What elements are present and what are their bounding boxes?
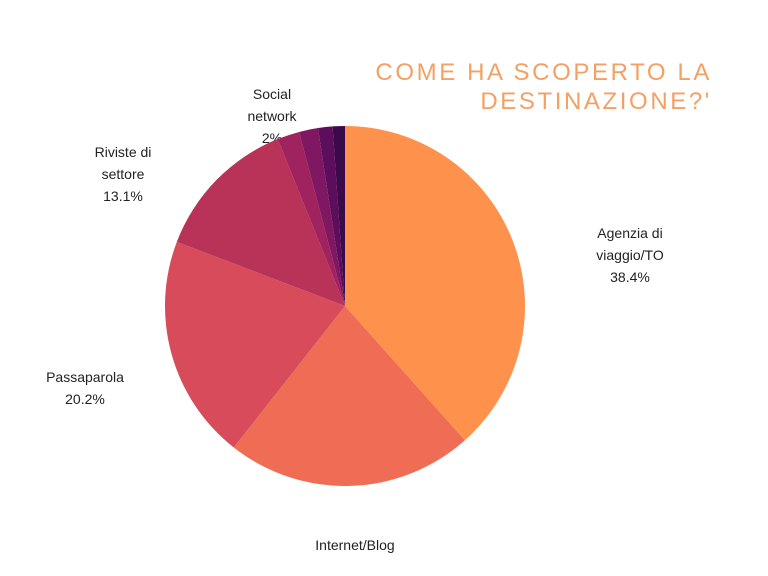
category-label: Internet/Blog bbox=[315, 537, 395, 553]
value-label: 38.4% bbox=[610, 269, 650, 285]
pie-slice bbox=[233, 306, 465, 487]
pie-slice bbox=[299, 128, 345, 306]
slice-label: Agenzia di viaggio/TO 38.4% bbox=[584, 222, 676, 288]
pie-slice bbox=[176, 139, 345, 306]
slice-label: Riviste di settore 13.1% bbox=[78, 141, 168, 207]
pie-slice bbox=[164, 241, 345, 448]
value-label: 13.1% bbox=[103, 188, 143, 204]
slice-label: Internet/Blog bbox=[311, 534, 399, 556]
value-label: 20.2% bbox=[65, 391, 105, 407]
category-label: Agenzia di viaggio/TO bbox=[596, 225, 664, 263]
pie-slice bbox=[277, 131, 345, 306]
category-label: Social network bbox=[247, 86, 297, 124]
pie-slice bbox=[317, 126, 345, 306]
slice-label: Social network 2% bbox=[237, 83, 307, 149]
chart-title: COME HA SCOPERTO LA DESTINAZIONE?' bbox=[375, 59, 712, 115]
pie-slice bbox=[332, 126, 345, 306]
slice-label: Passaparola 20.2% bbox=[30, 366, 140, 410]
category-label: Riviste di settore bbox=[94, 144, 152, 182]
category-label: Passaparola bbox=[46, 369, 124, 385]
pie-slice bbox=[345, 126, 526, 441]
